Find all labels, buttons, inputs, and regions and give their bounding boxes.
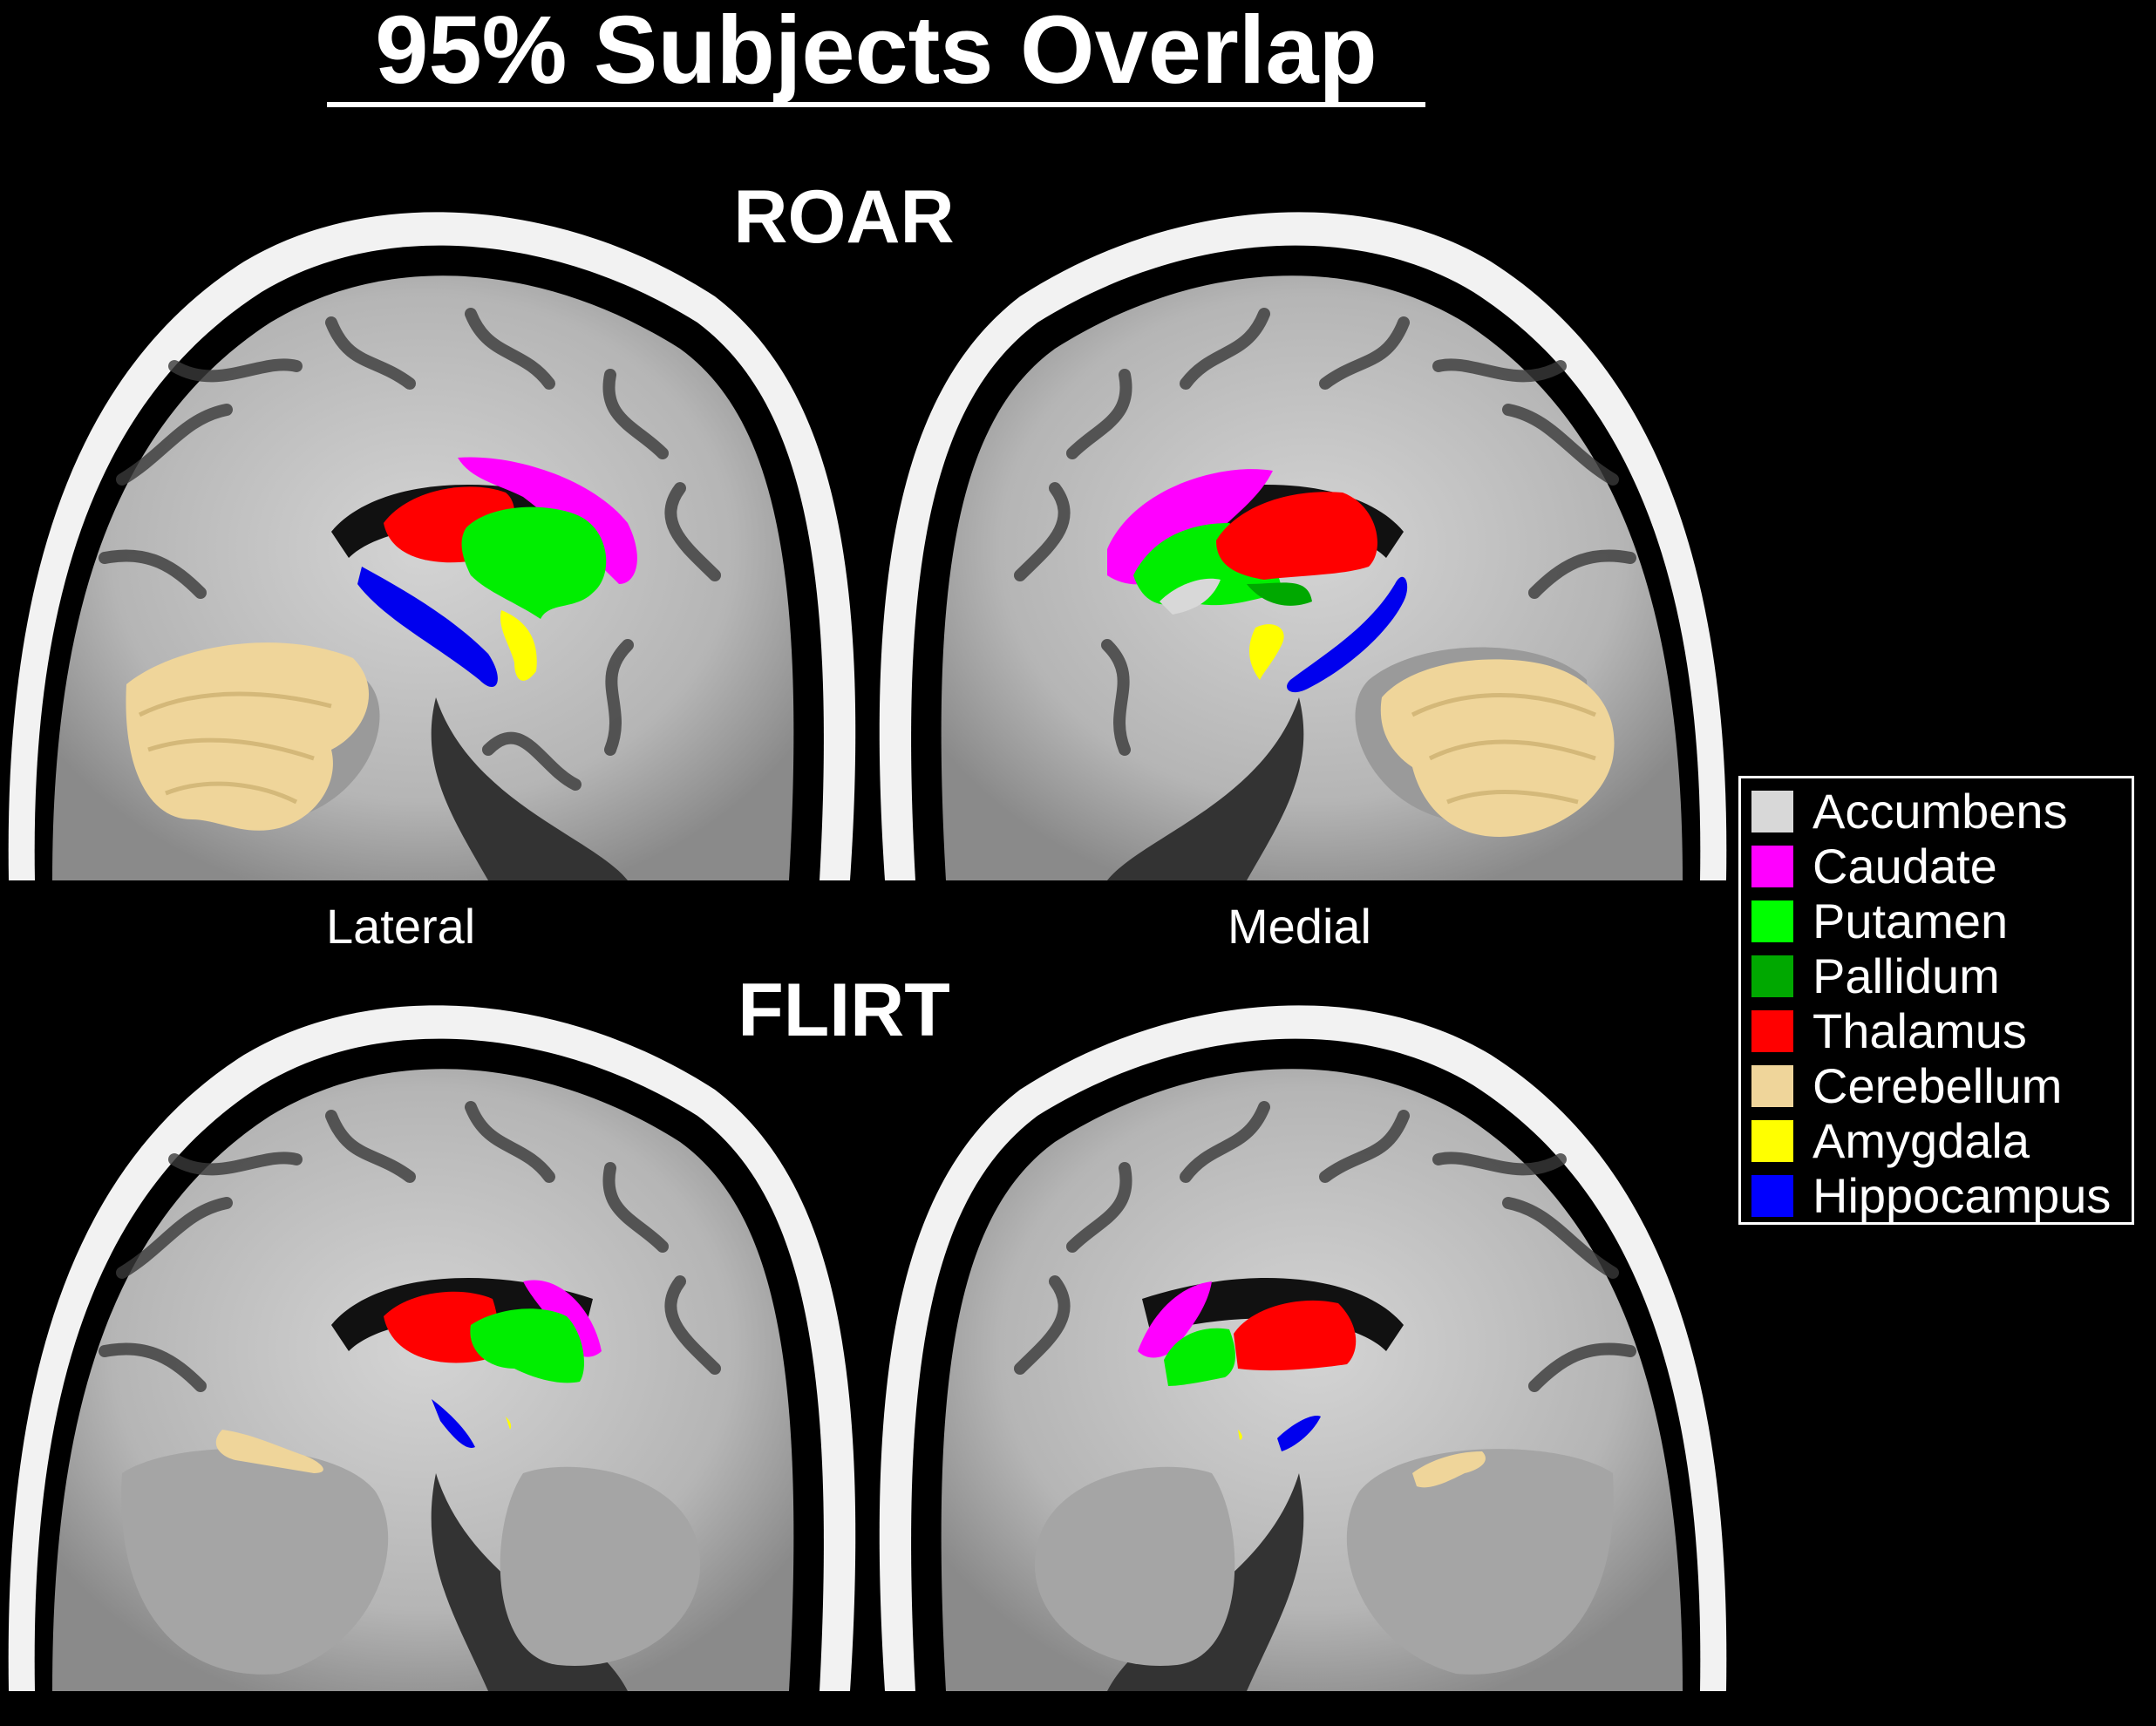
structure-legend: Accumbens Caudate Putamen Pallidum Thalamus C… — [1738, 776, 2134, 1225]
legend-item-pallidum: Pallidum — [1751, 950, 2000, 1002]
legend-item-caudate: Caudate — [1751, 840, 1997, 893]
figure-title: 95% Subjects Overlap — [327, 0, 1425, 107]
legend-label: Putamen — [1813, 894, 2009, 948]
legend-swatch — [1751, 1010, 1793, 1052]
flirt-medial-brain-panel — [879, 1005, 1727, 1691]
view-label-lateral: Lateral — [326, 899, 476, 954]
legend-item-putamen: Putamen — [1751, 895, 2008, 948]
legend-item-accumbens: Accumbens — [1751, 785, 2068, 838]
legend-swatch — [1751, 846, 1793, 887]
flirt-lateral-brain-panel — [8, 1005, 856, 1691]
legend-item-cerebellum: Cerebellum — [1751, 1060, 2062, 1112]
legend-label: Caudate — [1813, 839, 1997, 894]
legend-item-thalamus: Thalamus — [1751, 1005, 2027, 1057]
section-title-flirt: FLIRT — [738, 968, 950, 1052]
legend-item-amygdala: Amygdala — [1751, 1115, 2030, 1167]
legend-label: Cerebellum — [1813, 1058, 2063, 1113]
legend-swatch — [1751, 1175, 1793, 1217]
section-title-roar: ROAR — [733, 175, 955, 259]
view-label-medial: Medial — [1228, 899, 1371, 954]
roar-medial-brain-panel — [879, 212, 1727, 881]
legend-swatch — [1751, 900, 1793, 942]
legend-item-hippocampus: Hippocampus — [1751, 1170, 2111, 1222]
legend-swatch — [1751, 791, 1793, 832]
legend-swatch — [1751, 955, 1793, 997]
legend-label: Hippocampus — [1813, 1168, 2112, 1223]
legend-swatch — [1751, 1120, 1793, 1162]
legend-swatch — [1751, 1065, 1793, 1107]
roar-lateral-brain-panel — [8, 212, 856, 881]
legend-label: Thalamus — [1813, 1003, 2027, 1058]
legend-label: Accumbens — [1813, 784, 2068, 839]
legend-label: Pallidum — [1813, 948, 2000, 1003]
legend-label: Amygdala — [1813, 1113, 2030, 1168]
